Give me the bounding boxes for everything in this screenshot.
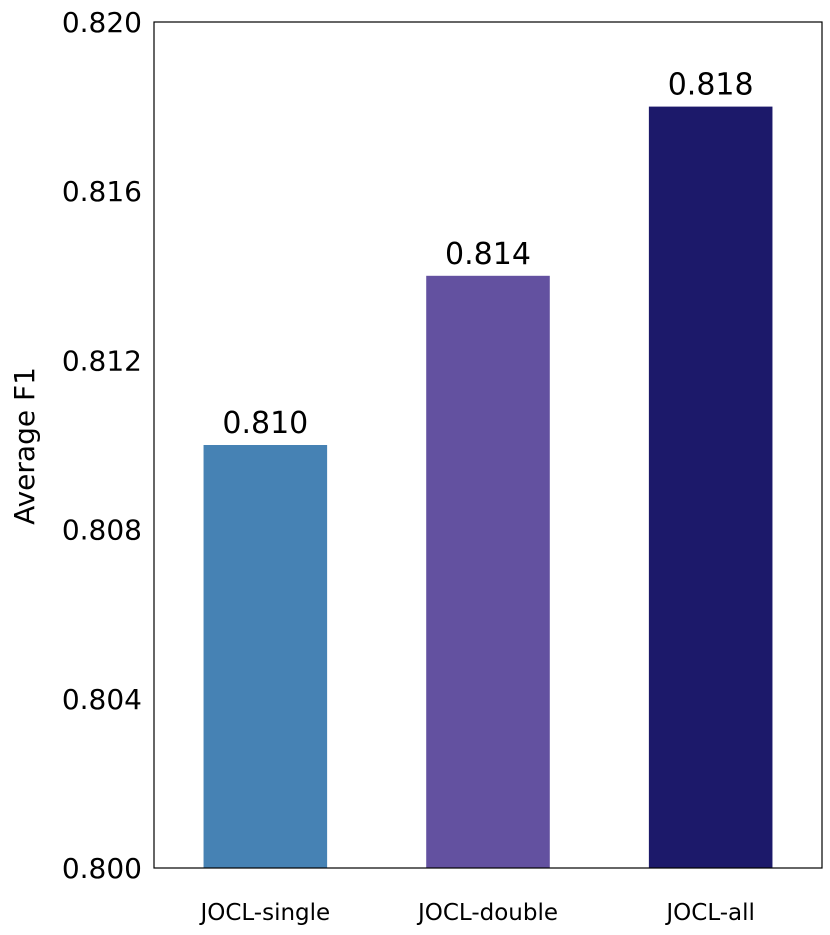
y-tick-label: 0.812 xyxy=(62,344,142,377)
value-label: 0.814 xyxy=(445,237,531,272)
bar-jocl-all xyxy=(649,107,773,868)
bar-jocl-double xyxy=(426,276,550,868)
y-tick-label: 0.804 xyxy=(62,683,142,716)
y-tick-label: 0.800 xyxy=(62,852,142,885)
value-label: 0.818 xyxy=(668,68,754,103)
x-tick-label: JOCL-double xyxy=(416,900,558,926)
x-tick-label: JOCL-single xyxy=(198,900,330,926)
y-tick-label: 0.808 xyxy=(62,514,142,547)
bar-jocl-single xyxy=(204,445,328,868)
y-axis-title: Average F1 xyxy=(8,367,41,525)
value-label: 0.810 xyxy=(222,406,308,441)
plot-area: 0.810 JOCL-single 0.814 JOCL-double 0.818 JOC… xyxy=(62,6,822,926)
y-tick-label: 0.816 xyxy=(62,175,142,208)
x-tick-label: JOCL-all xyxy=(664,900,755,926)
y-tick-label: 0.820 xyxy=(62,6,142,39)
